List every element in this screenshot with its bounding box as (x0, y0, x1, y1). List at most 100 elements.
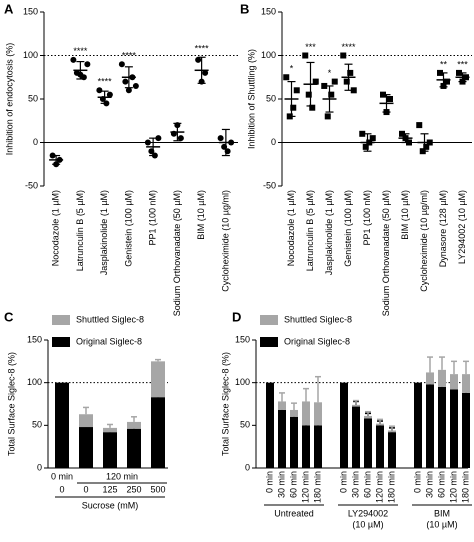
bar-segment (103, 432, 117, 468)
data-point (350, 87, 357, 94)
bar-segment (352, 404, 360, 407)
x-tick-label: 0 min (338, 471, 348, 493)
x-tick-label: Nocodazole (1 µM) (51, 190, 61, 266)
x-tick-label: 0 min (412, 471, 422, 493)
significance: **** (122, 51, 137, 61)
y-tick-label: 50 (240, 420, 250, 430)
group-label: BIM (434, 508, 450, 518)
bar-segment (151, 361, 165, 398)
bar-segment (314, 425, 322, 468)
x-tick-label: Nocodazole (1 µM) (286, 190, 296, 266)
bar-segment (55, 382, 69, 468)
y-tick-label: 150 (27, 334, 42, 344)
group-label: 120 min (106, 471, 138, 481)
data-point (423, 143, 430, 150)
data-point (321, 82, 328, 89)
data-point (96, 87, 103, 94)
bar-segment (79, 427, 93, 468)
y-tick-label: -50 (263, 180, 276, 190)
data-point (312, 78, 319, 85)
bar-segment (278, 409, 286, 468)
y-tick-label: 0 (37, 462, 42, 472)
y-tick-label: 0 (245, 462, 250, 472)
significance: * (328, 68, 332, 78)
y-axis-label: Inhibition of endocytosis (%) (4, 43, 14, 156)
bar-segment (302, 425, 310, 468)
x-tick-label: 30 min (276, 471, 286, 498)
panel-letter: A (4, 1, 14, 16)
x-tick-label: Sodium Orthovanadate (50 µM) (172, 190, 182, 316)
y-tick-label: 50 (266, 93, 276, 103)
bar-segment (302, 401, 310, 426)
data-point (387, 96, 393, 102)
data-point (331, 78, 338, 85)
data-point (195, 56, 202, 63)
bar-segment (278, 401, 286, 410)
group-label: LY294002 (348, 508, 388, 518)
bar-segment (376, 423, 384, 426)
group-label: (10 µM) (426, 519, 457, 529)
significance: **** (195, 44, 210, 54)
y-tick-label: 50 (28, 93, 38, 103)
x-tick-label: LY294002 (10 µM) (457, 190, 467, 264)
x-tick-label: 0 (59, 484, 64, 494)
y-tick-label: 50 (32, 420, 42, 430)
bar-segment (414, 382, 422, 468)
y-axis-label: Total Surface Siglec-8 (%) (6, 352, 16, 456)
x-tick-label: 60 min (362, 471, 372, 498)
data-point (309, 104, 316, 111)
y-axis-label: Total Surface Siglec-8 (%) (220, 352, 230, 456)
x-axis-label: Sucrose (mM) (82, 500, 139, 510)
x-tick-label: Cycloheximide (10 µg/ml) (419, 190, 429, 292)
significance: **** (73, 46, 88, 56)
x-tick-label: 120 min (448, 471, 458, 503)
panel-letter: D (232, 309, 241, 324)
bar-segment (462, 374, 470, 393)
data-point (217, 135, 224, 142)
significance: ** (440, 59, 448, 69)
x-tick-label: 60 min (436, 471, 446, 498)
x-tick-label: Cycloheximide (10 µg/ml) (220, 190, 230, 292)
bar-segment (127, 428, 141, 468)
legend-swatch (52, 315, 70, 325)
bar-segment (426, 372, 434, 385)
data-point (340, 52, 347, 59)
significance: **** (341, 42, 356, 52)
data-point (84, 61, 91, 68)
bar-segment (450, 374, 458, 390)
data-point (125, 87, 132, 94)
y-tick-label: 100 (23, 50, 38, 60)
data-point (283, 74, 290, 81)
bar-segment (438, 369, 446, 387)
data-point (118, 61, 125, 68)
group-label: (10 µM) (352, 519, 383, 529)
data-point (302, 52, 309, 59)
bar-segment (79, 414, 93, 428)
legend-swatch (52, 337, 70, 347)
x-tick-label: 125 (102, 484, 117, 494)
legend-label: Shuttled Siglec-8 (284, 314, 352, 324)
bar-segment (462, 392, 470, 468)
bar-segment (314, 402, 322, 426)
bar-segment (352, 406, 360, 468)
x-tick-label: 30 min (424, 471, 434, 498)
x-tick-label: Jasplakinolide (1 µM) (99, 190, 109, 275)
y-tick-label: 150 (261, 6, 276, 16)
data-point (359, 130, 366, 137)
data-point (416, 122, 423, 129)
bar-segment (290, 416, 298, 468)
panel-letter: B (240, 1, 249, 16)
legend-label: Shuttled Siglec-8 (76, 314, 144, 324)
data-point (132, 82, 139, 89)
y-tick-label: 100 (261, 50, 276, 60)
bar-segment (376, 425, 384, 468)
x-tick-label: BIM (10 µM) (400, 190, 410, 240)
x-tick-label: Genistein (100 µM) (123, 190, 133, 267)
y-tick-label: 150 (23, 6, 38, 16)
x-tick-label: Latrunculin B (5 µM) (305, 190, 315, 271)
group-label: 0 min (51, 471, 73, 481)
x-tick-label: PP1 (100 nM) (148, 190, 158, 246)
significance: *** (457, 59, 468, 69)
bar-segment (340, 382, 348, 468)
x-tick-label: Sodium Orthovanadate (50 µM) (381, 190, 391, 316)
